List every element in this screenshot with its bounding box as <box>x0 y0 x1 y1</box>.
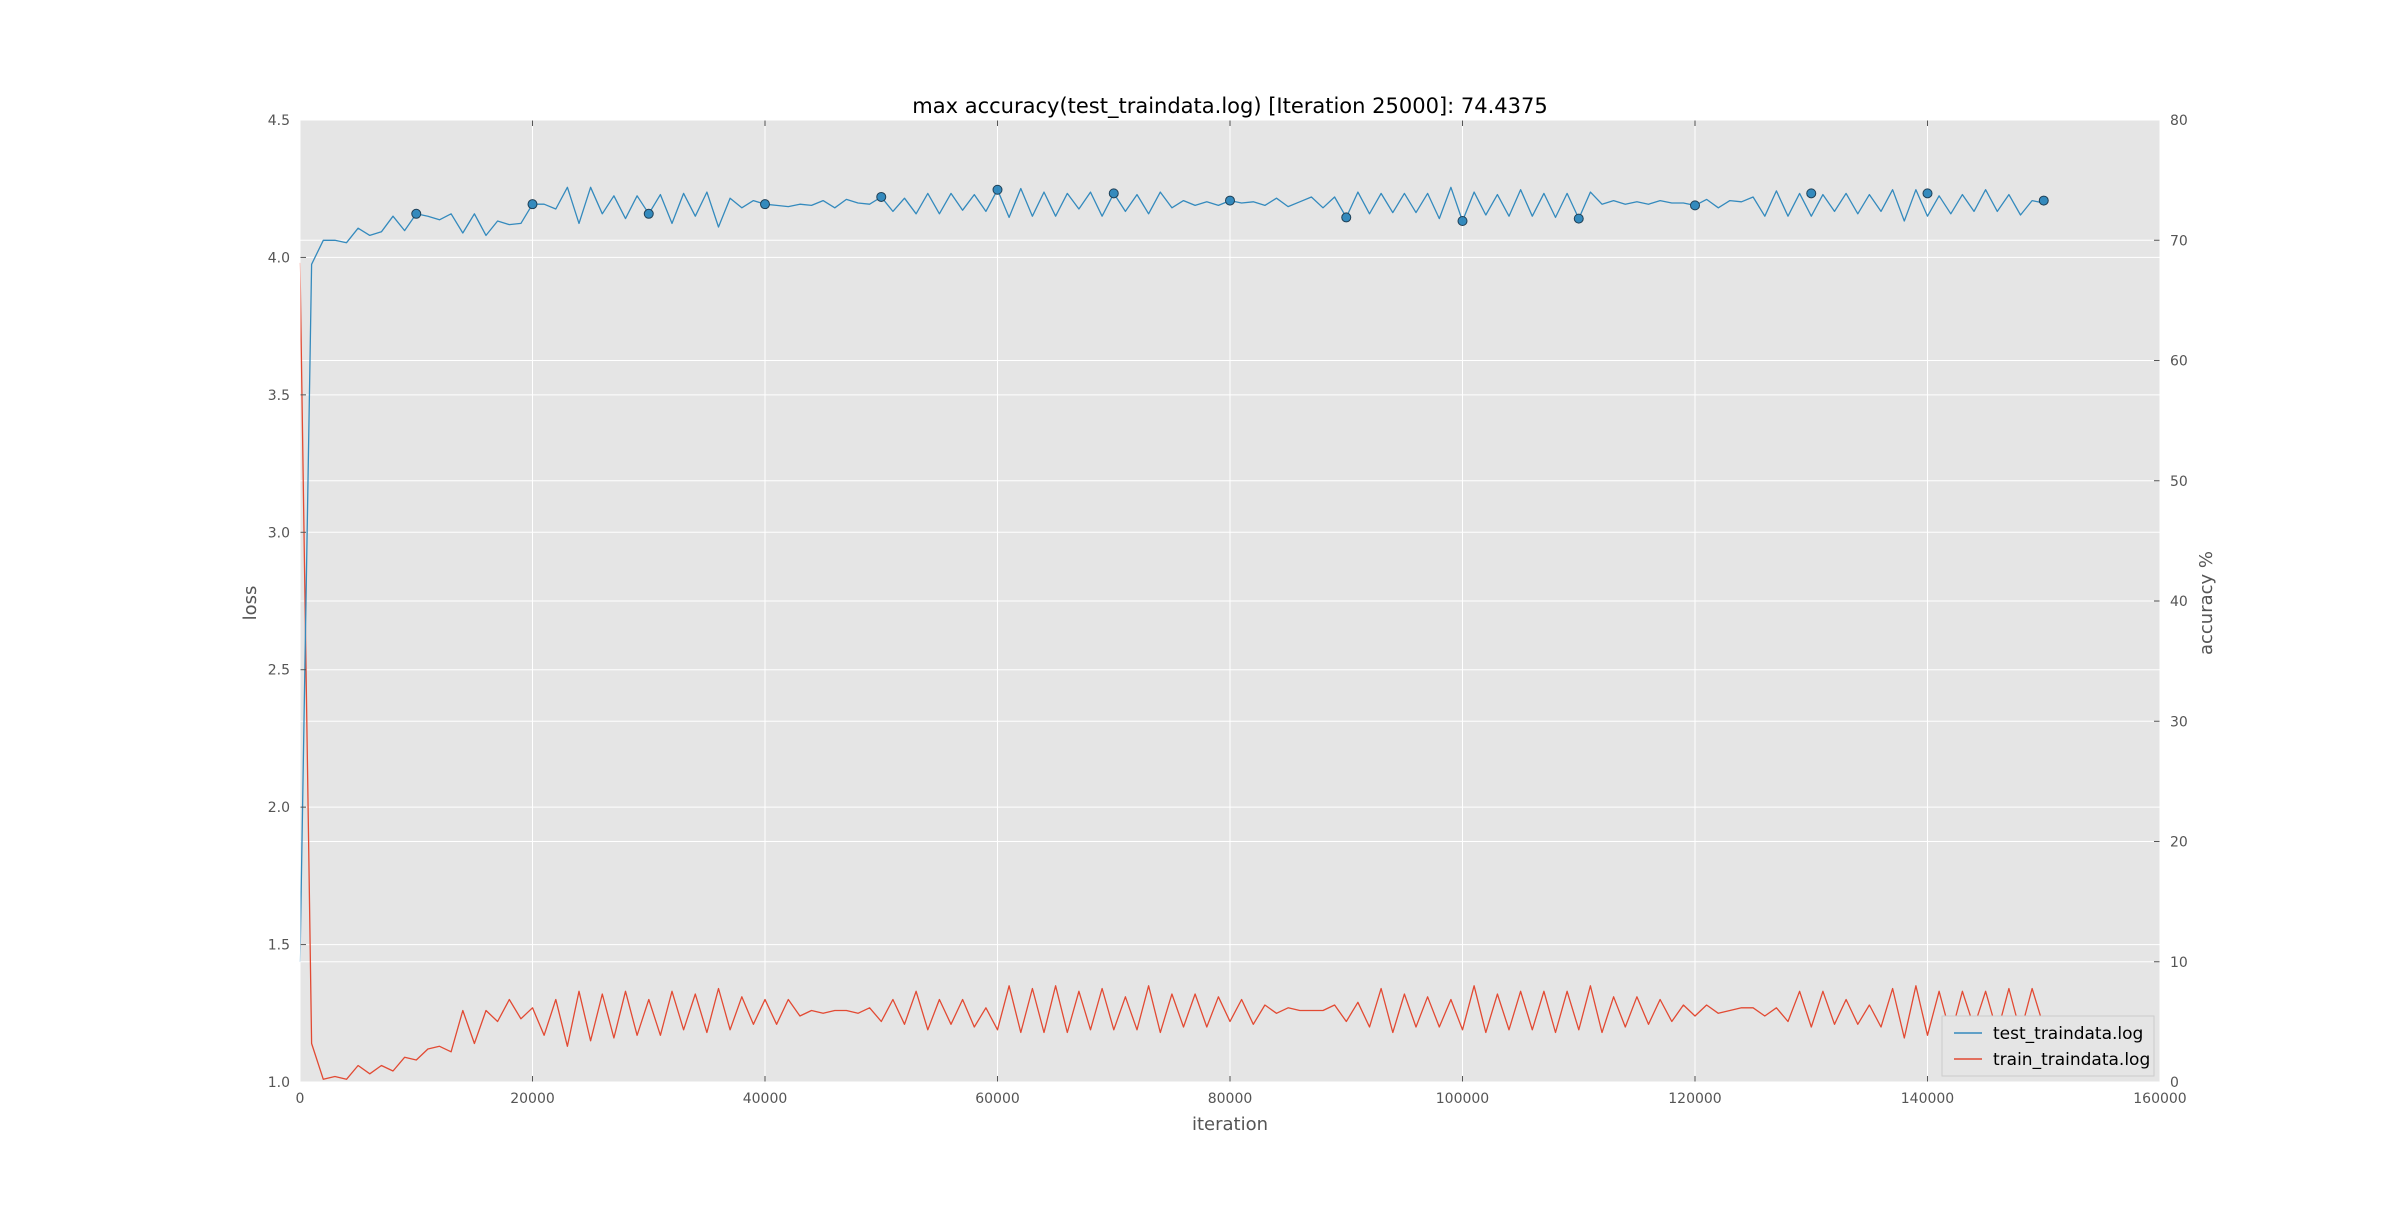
test-marker-point <box>992 184 1003 195</box>
x-tick-label: 0 <box>296 1091 305 1107</box>
plot-frame <box>299 119 2161 1083</box>
y-right-tick-label: 10 <box>2170 955 2188 971</box>
y-right-tick-label: 70 <box>2170 233 2188 249</box>
test-marker-point <box>1690 200 1700 211</box>
series-line-test <box>299 186 2044 962</box>
y-right-tick-label: 50 <box>2170 474 2188 490</box>
y-right-tick-label: 40 <box>2170 594 2188 610</box>
series-layer <box>299 184 2049 1080</box>
y-tick-label: 4.5 <box>268 113 290 129</box>
ticks: 0 20000 40000 60000 80000 100000 120000 140000 1… <box>268 113 2188 1107</box>
y-tick-label: 2.5 <box>268 663 290 679</box>
test-marker-point <box>527 199 538 210</box>
legend-label-test: test_traindata.log <box>1993 1024 2143 1044</box>
chart-title: max accuracy(test_traindata.log) [Iterat… <box>912 94 1547 119</box>
x-tick-label: 160000 <box>2133 1091 2186 1107</box>
y-tick-label: 3.0 <box>268 525 290 541</box>
y-tick-label: 3.5 <box>268 388 290 404</box>
x-tick-label: 120000 <box>1668 1091 1721 1107</box>
series-line-train <box>299 262 2045 1080</box>
y-tick-label: 1.5 <box>268 938 290 954</box>
test-marker-point <box>2038 195 2049 206</box>
y-right-tick-label: 80 <box>2170 113 2188 129</box>
test-marker-point <box>876 191 887 202</box>
x-tick-label: 40000 <box>743 1091 788 1107</box>
x-tick-label: 80000 <box>1208 1091 1253 1107</box>
test-marker-point <box>1341 212 1352 223</box>
y-axis-label-left: loss <box>240 586 261 621</box>
test-marker-point <box>1457 216 1468 227</box>
y-right-tick-label: 0 <box>2170 1075 2179 1091</box>
y-axis-label-right: accuracy % <box>2196 551 2217 655</box>
x-tick-label: 60000 <box>975 1091 1020 1107</box>
y-right-tick-label: 30 <box>2170 714 2188 730</box>
test-marker-point <box>1225 195 1235 206</box>
y-tick-label: 4.0 <box>268 250 290 266</box>
test-marker-point <box>643 208 654 219</box>
test-marker-point <box>1573 213 1584 224</box>
test-marker-point <box>1108 188 1119 199</box>
test-marker-point <box>760 199 770 210</box>
test-marker-point <box>1922 188 1933 199</box>
test-marker-point <box>411 208 422 219</box>
x-axis-label: iteration <box>1192 1114 1268 1135</box>
test-marker-point <box>1806 188 1817 199</box>
legend: test_traindata.log train_traindata.log <box>1941 1015 2155 1077</box>
legend-label-train: train_traindata.log <box>1993 1050 2150 1070</box>
y-right-tick-label: 20 <box>2170 835 2188 851</box>
x-tick-label: 100000 <box>1436 1091 1489 1107</box>
x-tick-label: 20000 <box>510 1091 555 1107</box>
x-tick-label: 140000 <box>1901 1091 1954 1107</box>
legend-box <box>1941 1015 2155 1077</box>
y-tick-label: 2.0 <box>268 800 290 816</box>
y-right-tick-label: 60 <box>2170 354 2188 370</box>
y-tick-label: 1.0 <box>268 1075 290 1091</box>
